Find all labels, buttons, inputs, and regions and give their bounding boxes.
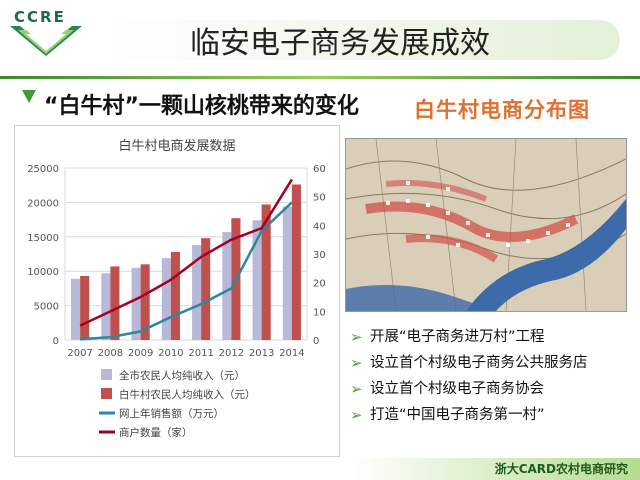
slide-title: 临安电子商务发展成效 <box>190 26 490 61</box>
x-tick-label: 2013 <box>249 348 274 359</box>
chart-lines <box>79 178 293 341</box>
y-left-tick-label: 0 <box>53 336 59 347</box>
y-right-tick-label: 10 <box>313 307 326 318</box>
bar-2007-s0 <box>71 278 81 340</box>
bar-2010-s1 <box>170 251 180 340</box>
y-left-tick-label: 10000 <box>27 267 59 278</box>
bullet-item: ➢ 设立首个村级电子商务公共服务店 <box>348 352 638 377</box>
x-tick-label: 2014 <box>279 348 304 359</box>
bullet-text: 打造“中国电子商务第一村” <box>370 407 545 423</box>
x-tick-label: 2008 <box>98 348 123 359</box>
bar-2013-s0 <box>252 220 262 340</box>
bar-2013-s1 <box>261 204 271 340</box>
bullet-text: 设立首个村级电子商务协会 <box>370 381 544 397</box>
y-right-tick-label: 0 <box>313 336 319 347</box>
chart-legend: 全市农民人均纯收入（元） 白牛村农民人均纯收入（元） 网上年销售额（万元） 商户数量（… <box>99 369 256 439</box>
y-right-tick-label: 50 <box>313 193 326 204</box>
title-divider <box>0 76 640 79</box>
legend-swatch <box>101 369 112 380</box>
bar-2009-s0 <box>131 267 141 340</box>
chart-title: 白牛村电商发展数据 <box>118 138 235 154</box>
chevron-right-icon: ➢ <box>350 380 363 398</box>
x-tick-label: 2007 <box>67 348 92 359</box>
bar-2008-s0 <box>101 273 111 340</box>
bar-2011-s0 <box>192 245 202 340</box>
bar-2010-s0 <box>161 258 171 340</box>
legend-swatch <box>101 388 112 399</box>
ccre-logo: CCRE <box>4 4 84 60</box>
x-tick-label: 2011 <box>188 348 213 359</box>
bar-2012-s0 <box>222 231 232 340</box>
ccre-logo-mark <box>10 26 82 56</box>
bullet-item: ➢ 打造“中国电子商务第一村” <box>348 404 638 429</box>
bullet-text: 设立首个村级电子商务公共服务店 <box>370 355 588 371</box>
village-map-image <box>345 138 627 312</box>
x-tick-label: 2010 <box>158 348 183 359</box>
x-tick-label: 2009 <box>128 348 153 359</box>
footer-bar <box>0 458 640 480</box>
legend-label: 全市农民人均纯收入（元） <box>119 369 245 382</box>
bullet-item: ➢ 开展“电子商务进万村”工程 <box>348 326 638 351</box>
chart-bars <box>71 184 301 340</box>
y-right-tick-label: 60 <box>313 164 326 175</box>
combo-chart: 白牛村电商发展数据 0 5000 10000 15000 20000 25000 0 10 20… <box>27 138 326 439</box>
chart-axes: 0 5000 10000 15000 20000 25000 0 10 20 30 40 50 60 20… <box>27 164 326 359</box>
bar-2008-s1 <box>110 266 120 340</box>
bar-2011-s1 <box>201 238 211 340</box>
bullet-text: 开展“电子商务进万村”工程 <box>370 329 545 345</box>
bullet-list: ➢ 开展“电子商务进万村”工程 ➢ 设立首个村级电子商务公共服务店 ➢ 设立首个… <box>348 326 638 430</box>
y-right-tick-label: 40 <box>313 221 326 232</box>
y-left-tick-label: 20000 <box>27 198 59 209</box>
map-title: 白牛村电商分布图 <box>414 98 590 122</box>
y-left-tick-label: 15000 <box>27 233 59 244</box>
y-left-tick-label: 25000 <box>27 164 59 175</box>
chevron-right-icon: ➢ <box>350 354 363 372</box>
y-left-tick-label: 5000 <box>34 302 59 313</box>
chart-container: 白牛村电商发展数据 0 5000 10000 15000 20000 25000 0 10 20… <box>14 125 340 457</box>
map-illustration <box>346 139 626 311</box>
title-bar <box>100 20 620 60</box>
triangle-bullet-icon <box>22 90 36 103</box>
line-series-0 <box>80 201 293 341</box>
bar-2007-s1 <box>80 276 90 340</box>
bullet-item: ➢ 设立首个村级电子商务协会 <box>348 378 638 403</box>
legend-label: 白牛村农民人均纯收入（元） <box>119 388 256 401</box>
legend-label: 商户数量（家） <box>119 426 193 439</box>
logo-text: CCRE <box>14 8 66 26</box>
footer-text: 浙大CARD农村电商研究 <box>494 462 628 476</box>
y-right-tick-label: 20 <box>313 279 326 290</box>
chevron-right-icon: ➢ <box>350 406 363 424</box>
bar-2009-s1 <box>140 264 150 340</box>
line-series-1 <box>79 178 293 327</box>
chevron-right-icon: ➢ <box>350 328 363 346</box>
slide-subtitle: “白牛村”一颗山核桃带来的变化 <box>44 94 359 119</box>
legend-label: 网上年销售额（万元） <box>119 407 224 420</box>
bar-2014-s0 <box>282 206 292 340</box>
y-right-tick-label: 30 <box>313 250 326 261</box>
bar-2014-s1 <box>291 184 301 340</box>
x-tick-label: 2012 <box>219 348 244 359</box>
